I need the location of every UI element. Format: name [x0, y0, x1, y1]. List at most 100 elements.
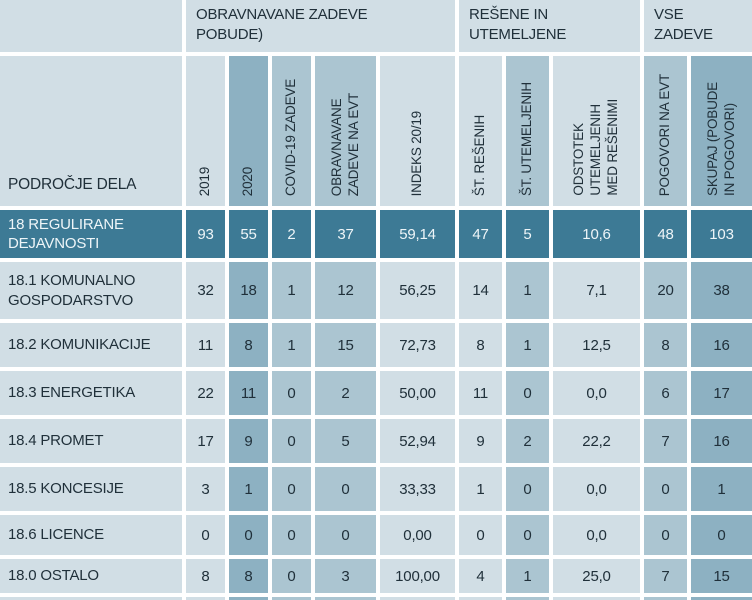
table-cell: 22 [186, 371, 225, 415]
table-cell: 7,1 [553, 262, 640, 319]
table-cell: 10,6 [553, 210, 640, 258]
column-header-label: SKUPAJ (POBUDE IN POGOVORI) [704, 82, 737, 196]
table-cell: 0 [691, 515, 752, 555]
column-header-label: OBRAVNAVANE ZADEVE NA EVT [328, 92, 361, 196]
table-cell: 0 [315, 515, 376, 555]
column-header-label: ŠT. REŠENIH [472, 114, 488, 196]
clipped-row-cell [691, 597, 752, 600]
clipped-row-cell [272, 597, 311, 600]
row-label: 18.4 PROMET [0, 419, 182, 463]
corner-header: PODROČJE DELA [0, 56, 182, 206]
table-cell: 16 [691, 419, 752, 463]
table-cell: 38 [691, 262, 752, 319]
column-header-2020: 2020 [229, 56, 268, 206]
table-cell: 1 [272, 262, 311, 319]
table-cell: 15 [315, 323, 376, 367]
table-cell: 1 [272, 323, 311, 367]
table-cell: 8 [229, 323, 268, 367]
clipped-row-cell [506, 597, 549, 600]
clipped-row-cell [0, 597, 182, 600]
table-cell: 0,0 [553, 467, 640, 511]
group-header-obravnavane: OBRAVNAVANE ZADEVE POBUDE) [186, 0, 455, 52]
table-cell: 14 [459, 262, 502, 319]
clipped-row-cell [553, 597, 640, 600]
table-cell: 0 [644, 467, 687, 511]
table-cell: 52,94 [380, 419, 455, 463]
clipped-row-cell [459, 597, 502, 600]
column-header-obravnavane-evt: OBRAVNAVANE ZADEVE NA EVT [315, 56, 376, 206]
column-header-label: INDEKS 20/19 [409, 110, 425, 196]
table-cell: 9 [229, 419, 268, 463]
table-cell: 0 [506, 467, 549, 511]
column-header-label: POGOVORI NA EVT [657, 73, 673, 196]
table-cell: 5 [315, 419, 376, 463]
table-cell: 103 [691, 210, 752, 258]
column-header-pogovori: POGOVORI NA EVT [644, 56, 687, 206]
table-cell: 6 [644, 371, 687, 415]
table-cell: 33,33 [380, 467, 455, 511]
table-cell: 37 [315, 210, 376, 258]
table-cell: 48 [644, 210, 687, 258]
table-cell: 1 [691, 467, 752, 511]
table-cell: 0 [272, 419, 311, 463]
row-label: 18.3 ENERGETIKA [0, 371, 182, 415]
column-header-indeks: INDEKS 20/19 [380, 56, 455, 206]
table-cell: 12 [315, 262, 376, 319]
table-cell: 1 [229, 467, 268, 511]
table-cell: 0,00 [380, 515, 455, 555]
table-cell: 0 [272, 371, 311, 415]
clipped-row-cell [644, 597, 687, 600]
clipped-row-cell [229, 597, 268, 600]
clipped-row-cell [380, 597, 455, 600]
group-header-vse-zadeve: VSE ZADEVE [644, 0, 752, 52]
table-cell: 55 [229, 210, 268, 258]
table-cell: 0 [229, 515, 268, 555]
table-cell: 16 [691, 323, 752, 367]
column-header-odstotek: ODSTOTEK UTEMELJENIH MED REŠENIMI [553, 56, 640, 206]
corner-spacer [0, 0, 182, 52]
table-cell: 0 [459, 515, 502, 555]
table-cell: 72,73 [380, 323, 455, 367]
table-cell: 0,0 [553, 371, 640, 415]
row-label: 18 REGULIRANE DEJAVNOSTI [0, 210, 182, 258]
table-cell: 17 [186, 419, 225, 463]
row-label: 18.0 OSTALO [0, 559, 182, 593]
row-label: 18.1 KOMUNALNO GOSPODARSTVO [0, 262, 182, 319]
table-cell: 11 [186, 323, 225, 367]
table-cell: 11 [459, 371, 502, 415]
column-header-label: ŠT. UTEMELJENIH [519, 81, 535, 196]
table-cell: 0 [186, 515, 225, 555]
table-cell: 8 [229, 559, 268, 593]
table-cell: 2 [315, 371, 376, 415]
table-cell: 0 [272, 515, 311, 555]
row-label: 18.5 KONCESIJE [0, 467, 182, 511]
clipped-row-cell [315, 597, 376, 600]
clipped-row-cell [186, 597, 225, 600]
table-cell: 0 [506, 515, 549, 555]
table-cell: 8 [644, 323, 687, 367]
column-header-2019: 2019 [186, 56, 225, 206]
column-header-label: 2019 [197, 166, 213, 196]
column-header-label: ODSTOTEK UTEMELJENIH MED REŠENIMI [571, 99, 620, 196]
table-cell: 100,00 [380, 559, 455, 593]
column-header-label: COVID-19 ZADEVE [283, 78, 299, 196]
table-cell: 7 [644, 419, 687, 463]
table-cell: 1 [506, 559, 549, 593]
row-label: 18.6 LICENCE [0, 515, 182, 555]
table-cell: 0 [315, 467, 376, 511]
table-cell: 0 [644, 515, 687, 555]
table-cell: 20 [644, 262, 687, 319]
column-header-skupaj: SKUPAJ (POBUDE IN POGOVORI) [691, 56, 752, 206]
table-cell: 15 [691, 559, 752, 593]
column-header-covid: COVID-19 ZADEVE [272, 56, 311, 206]
table-cell: 1 [506, 262, 549, 319]
table-cell: 8 [186, 559, 225, 593]
table-cell: 32 [186, 262, 225, 319]
table-cell: 7 [644, 559, 687, 593]
row-label: 18.2 KOMUNIKACIJE [0, 323, 182, 367]
table-cell: 9 [459, 419, 502, 463]
table-cell: 93 [186, 210, 225, 258]
table-cell: 50,00 [380, 371, 455, 415]
table-cell: 22,2 [553, 419, 640, 463]
